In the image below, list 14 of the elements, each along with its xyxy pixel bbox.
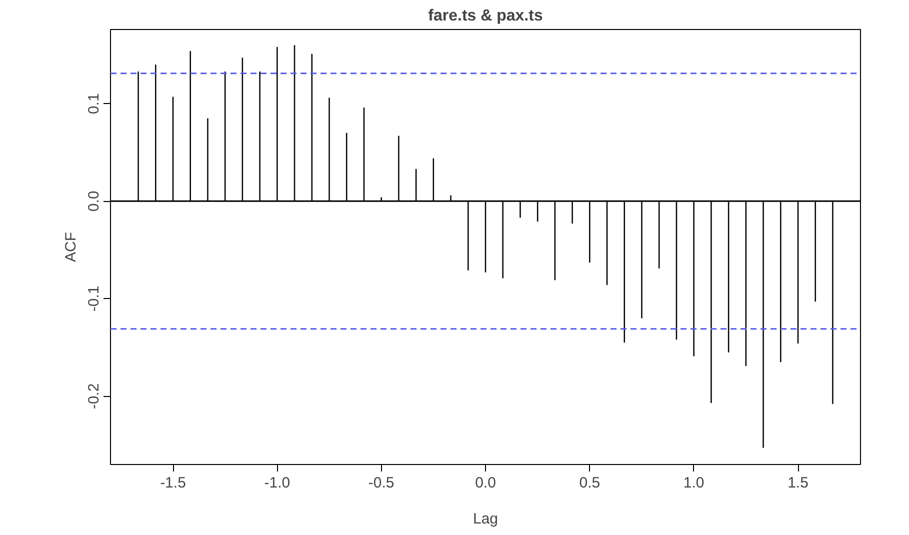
x-tick-label: 1.5 xyxy=(788,474,808,492)
y-axis-title: ACF xyxy=(62,232,80,262)
x-tick-label: 0.0 xyxy=(475,474,496,492)
y-tick-label: -0.2 xyxy=(86,383,102,410)
x-axis-title: Lag xyxy=(472,510,498,528)
chart-title: fare.ts & pax.ts xyxy=(428,8,543,24)
y-tick-label: -0.1 xyxy=(86,286,102,312)
x-tick-label: -1.0 xyxy=(264,474,290,492)
x-tick-label: -1.5 xyxy=(160,474,186,492)
x-tick-label: 1.0 xyxy=(683,474,704,492)
x-tick-label: 0.5 xyxy=(579,474,600,492)
x-tick-label: -0.5 xyxy=(368,474,394,492)
y-tick-label: 0.1 xyxy=(86,93,102,114)
y-tick-label: 0.0 xyxy=(86,190,102,212)
